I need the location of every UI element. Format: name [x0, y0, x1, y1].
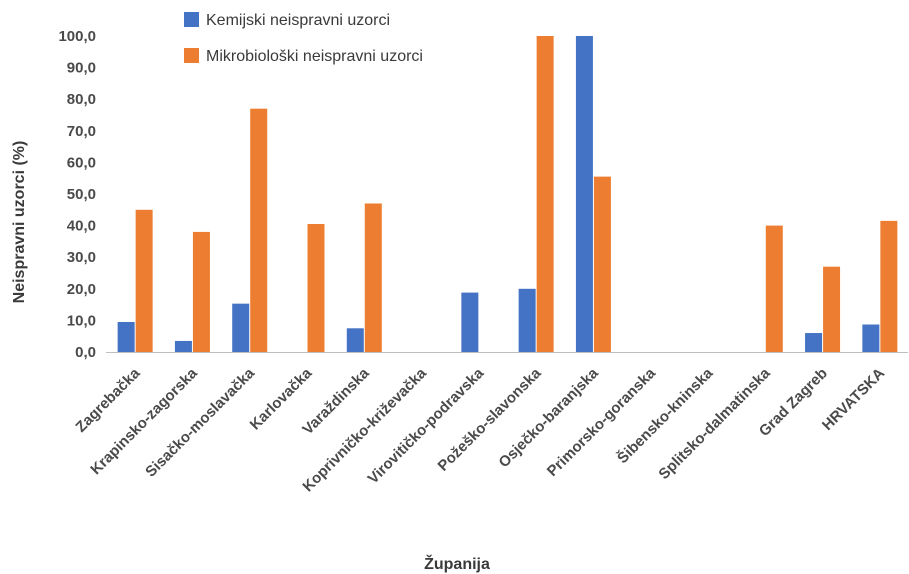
x-category-label: Virovitičko-podravska — [365, 364, 488, 487]
bar-mikrobioloski — [536, 36, 554, 352]
x-category-label: Šibensko-kninska — [613, 364, 716, 467]
y-axis-title: Neispravni uzorci (%) — [11, 141, 28, 304]
bar-mikrobioloski — [823, 266, 841, 352]
y-tick-label: 100,0 — [58, 28, 96, 45]
bar-mikrobioloski — [307, 224, 325, 352]
y-tick-label: 90,0 — [67, 60, 96, 77]
y-tick-label: 40,0 — [67, 218, 96, 235]
bar-mikrobioloski — [593, 176, 611, 352]
y-tick-label: 50,0 — [67, 186, 96, 203]
bar-kemijski — [461, 292, 479, 352]
bar-kemijski — [518, 288, 536, 352]
bar-kemijski — [805, 333, 823, 352]
y-tick-label: 10,0 — [67, 312, 96, 329]
bar-kemijski — [232, 303, 250, 352]
x-category-label: Požeško-slavonska — [435, 364, 545, 474]
bar-kemijski — [346, 328, 364, 352]
bar-mikrobioloski — [880, 220, 898, 352]
bar-mikrobioloski — [250, 108, 268, 353]
legend-label: Mikrobiološki neispravni uzorci — [206, 48, 423, 65]
y-tick-label: 0,0 — [75, 344, 96, 361]
x-category-label: Primorsko-goranska — [544, 364, 660, 480]
y-tick-label: 30,0 — [67, 249, 96, 266]
bar-kemijski — [575, 36, 593, 352]
x-axis-categories: ZagrebačkaKrapinsko-zagorskaSisačko-mosl… — [72, 364, 888, 496]
y-axis-ticks: 0,0 10,0 20,0 30,0 40,0 50,0 60,0 70,0 80,0 90,0 1… — [58, 28, 96, 361]
bar-mikrobioloski — [135, 209, 153, 352]
legend-swatch — [184, 48, 199, 63]
legend-label: Kemijski neispravni uzorci — [206, 12, 390, 29]
bar-mikrobioloski — [192, 231, 210, 352]
x-category-label: Splitsko-dalmatinska — [655, 364, 774, 483]
x-axis-title: Županija — [424, 554, 490, 573]
x-category-label: Sisačko-moslavačka — [142, 364, 258, 480]
legend: Kemijski neispravni uzorci Mikrobiološki … — [184, 12, 423, 65]
x-category-label: Krapinsko-zagorska — [87, 364, 201, 478]
y-tick-label: 70,0 — [67, 123, 96, 140]
bar-mikrobioloski — [765, 225, 783, 352]
bars — [117, 36, 898, 353]
bar-kemijski — [862, 324, 880, 352]
y-tick-label: 60,0 — [67, 154, 96, 171]
bar-kemijski — [174, 340, 192, 352]
legend-swatch — [184, 12, 199, 27]
x-category-label: HRVATSKA — [819, 365, 888, 434]
x-category-label: Osječko-baranjska — [495, 364, 602, 471]
y-tick-label: 80,0 — [67, 91, 96, 108]
bar-kemijski — [117, 321, 135, 352]
y-tick-label: 20,0 — [67, 281, 96, 298]
bar-mikrobioloski — [364, 203, 382, 352]
